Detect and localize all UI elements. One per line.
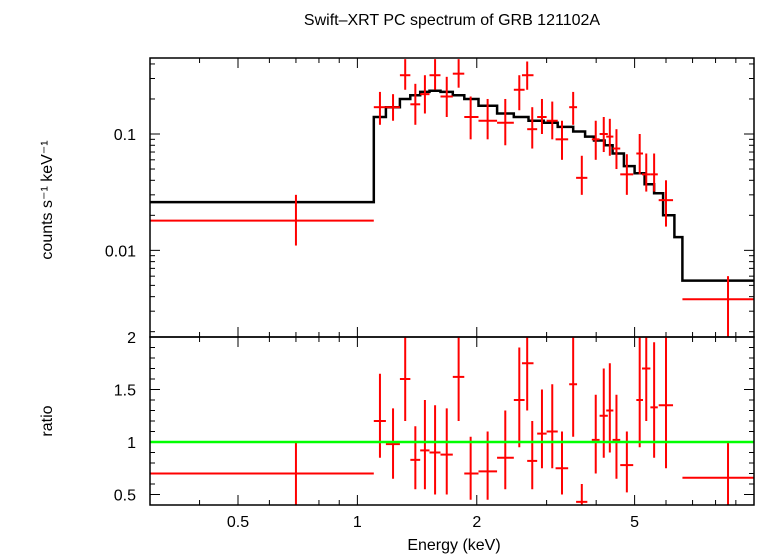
upper-y-tick-label: 0.01	[105, 243, 136, 260]
ratio-point	[452, 337, 465, 421]
ratio-point	[546, 384, 558, 469]
spectrum-point	[478, 98, 498, 140]
spectrum-point	[546, 101, 558, 140]
ratio-point	[620, 431, 634, 493]
ratio-point	[150, 442, 374, 505]
ratio-point	[591, 394, 600, 474]
spectrum-point	[420, 75, 430, 114]
spectrum-point	[521, 61, 534, 90]
ratio-point	[606, 363, 614, 453]
ratio-point	[658, 337, 674, 469]
spectrum-point	[658, 180, 674, 227]
spectrum-point	[440, 76, 453, 117]
ratio-point	[521, 337, 534, 411]
upper-y-axis-label: counts s⁻¹ keV⁻¹	[39, 140, 56, 259]
ratio-point	[497, 410, 514, 490]
spectrum-point	[682, 276, 754, 337]
x-tick-label: 1	[353, 514, 362, 531]
x-tick-label: 2	[472, 514, 481, 531]
spectrum-point	[650, 153, 658, 192]
chart-title: Swift–XRT PC spectrum of GRB 121102A	[304, 12, 600, 29]
spectrum-point	[464, 96, 479, 140]
spectrum-point	[385, 94, 400, 121]
ratio-point	[682, 442, 754, 505]
lower-panel-frame	[149, 336, 755, 506]
ratio-point	[373, 373, 386, 458]
spectrum-point	[373, 91, 386, 125]
ratio-point	[576, 484, 588, 505]
ratio-point	[642, 337, 651, 421]
upper-panel-ticks: 0.1 0.01	[105, 58, 755, 337]
ratio-point	[527, 421, 538, 490]
spectrum-panel: 0.1 0.01 counts s⁻¹ keV⁻¹	[39, 57, 755, 338]
ratio-point	[513, 347, 525, 448]
spectrum-data-points	[150, 59, 754, 337]
spectrum-point	[452, 59, 465, 88]
ratio-point	[440, 408, 453, 495]
x-tick-label: 5	[630, 514, 639, 531]
spectrum-point	[429, 59, 441, 90]
lower-y-axis-label: ratio	[39, 405, 56, 436]
x-tick-label: 0.5	[227, 514, 249, 531]
ratio-point	[429, 405, 441, 495]
lower-y-tick-label: 1	[127, 435, 136, 452]
upper-y-tick-label: 0.1	[114, 127, 136, 144]
ratio-point	[650, 342, 658, 458]
ratio-point	[599, 368, 608, 458]
lower-y-tick-label: 2	[127, 330, 136, 347]
spectrum-point	[599, 116, 608, 153]
ratio-point	[537, 389, 547, 469]
spectrum-point	[150, 194, 374, 246]
ratio-point	[612, 394, 621, 479]
spectrum-point	[497, 98, 514, 146]
spectrum-point	[606, 118, 614, 156]
spectrum-point	[537, 98, 547, 135]
spectrum-point	[642, 153, 651, 192]
ratio-point	[385, 408, 400, 479]
spectrum-point	[612, 129, 621, 170]
lower-panel-ticks: 0.5 1 1.5 2	[114, 330, 755, 506]
spectrum-point	[410, 83, 421, 125]
spectrum-point	[513, 75, 525, 111]
ratio-panel: 0.5 1 1.5 2 ratio	[39, 330, 755, 506]
lower-y-tick-label: 1.5	[114, 383, 136, 400]
ratio-data-points	[150, 337, 754, 505]
spectrum-point	[399, 59, 411, 90]
spectrum-point	[576, 155, 588, 195]
model-steps	[150, 89, 754, 282]
model-step-line	[150, 89, 754, 282]
spectrum-point	[555, 120, 569, 160]
spectrum-point	[620, 154, 634, 195]
ratio-point	[420, 400, 430, 490]
spectrum-point	[527, 107, 538, 149]
spectrum-point	[591, 120, 600, 160]
ratio-point	[399, 337, 411, 421]
ratio-point	[410, 426, 421, 490]
x-axis-label: Energy (keV)	[407, 537, 500, 554]
spectrum-point	[636, 134, 644, 175]
lower-y-tick-label: 0.5	[114, 488, 136, 505]
ratio-point	[569, 337, 578, 437]
spectrum-point	[569, 91, 578, 125]
ratio-point	[636, 337, 644, 448]
x-tick-labels: 0.5 1 2 5	[227, 514, 639, 531]
ratio-point	[464, 436, 479, 500]
